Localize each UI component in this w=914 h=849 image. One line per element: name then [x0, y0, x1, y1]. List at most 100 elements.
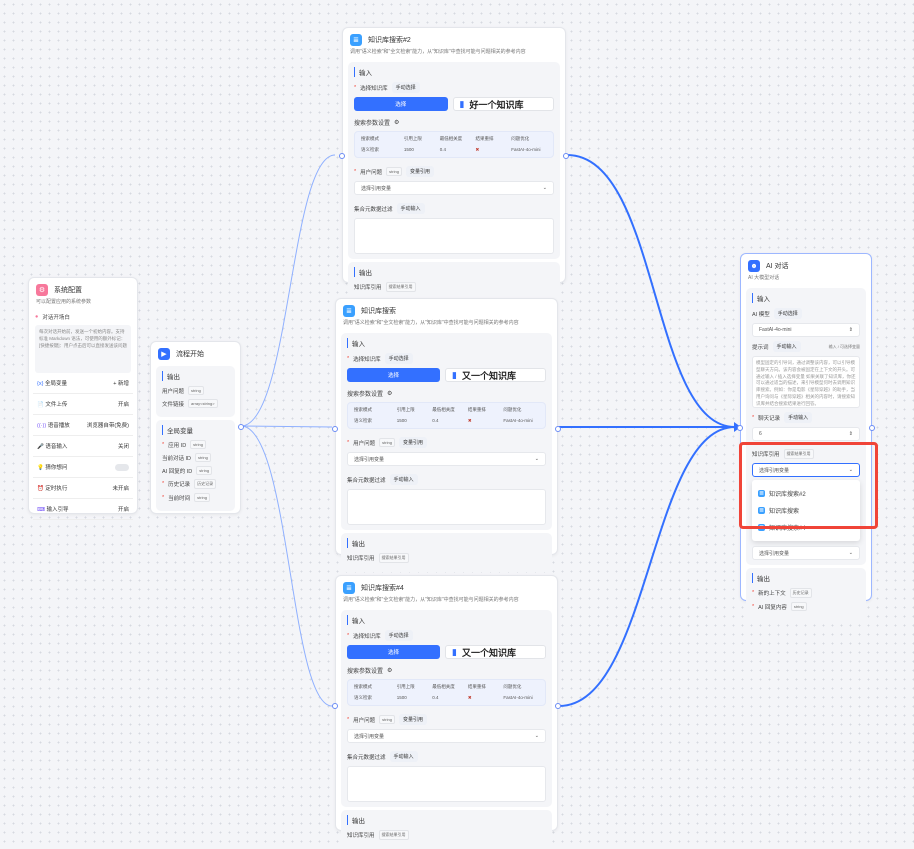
- type-tag: array<string>: [188, 399, 218, 408]
- select-kb-button[interactable]: 选择: [347, 645, 440, 659]
- setting-icon: 💡: [37, 465, 44, 471]
- type-tag: 搜索结果引用: [378, 553, 409, 563]
- stepper-icon[interactable]: ⇕: [848, 431, 853, 437]
- prompt-mode-select[interactable]: 手动输入: [772, 341, 801, 352]
- dropdown-option[interactable]: ≣ 知识库搜索: [752, 504, 860, 517]
- system-setting-row[interactable]: {x} 全局变量 + 新增: [33, 373, 133, 394]
- toggle-switch[interactable]: [115, 463, 129, 471]
- kb-ref-select-2[interactable]: 选择引用变量 ⌄: [752, 546, 860, 560]
- filter-textarea[interactable]: [347, 489, 546, 525]
- kb-item[interactable]: ▮ 又一个知识库: [445, 368, 546, 382]
- kb-search-node[interactable]: ≣ 知识库搜索 调用"语义检索"和"全文检索"能力，从"知识库"中查找可能与问题相…: [332, 298, 561, 572]
- output-handle[interactable]: [555, 703, 561, 709]
- prompt-textarea[interactable]: 模型固定的引导词，通过调整该内容，可以引导模型聊天方向。该内容会被固定在上下文的…: [752, 356, 860, 408]
- setting-value: + 新增: [113, 381, 129, 387]
- kb-ref-select[interactable]: 选择引用变量 ⌄: [752, 463, 860, 477]
- kb-icon: ▮: [452, 369, 457, 380]
- kb-item[interactable]: ▮ 又一个知识库: [445, 645, 546, 659]
- output-handle[interactable]: [563, 153, 569, 159]
- history-input[interactable]: 6 ⇕: [752, 427, 860, 441]
- section-output: 输出: [752, 573, 860, 583]
- field-row: * 当前时间 string: [162, 493, 229, 502]
- section-input: 输入: [347, 615, 546, 625]
- setting-label: 语音输入: [45, 444, 68, 450]
- history-mode-select[interactable]: 手动输入: [784, 412, 813, 423]
- param-header: 最低相关度: [432, 407, 455, 412]
- model-mode-select[interactable]: 手动选择: [773, 308, 802, 319]
- kb-mode-select[interactable]: 手动选择: [384, 353, 413, 364]
- type-tag: string: [194, 493, 210, 502]
- input-handle[interactable]: [332, 703, 338, 709]
- kb-item[interactable]: ▮ 好一个知识库: [452, 97, 554, 111]
- param-value: 0.4: [439, 147, 446, 152]
- kb-ref-label: 知识库引用: [347, 556, 375, 562]
- param-header: 引用上限: [396, 684, 415, 689]
- model-select[interactable]: FastAI-4o-mini ⇕: [752, 323, 860, 337]
- params-table[interactable]: 搜索模式 引用上限 最低相关度 结果重排 问题优化 语义检索 1500 0.4 ✖ FastAI-…: [347, 679, 546, 706]
- field-label: 新的上下文: [758, 591, 786, 597]
- settings-icon[interactable]: ⚙: [394, 120, 400, 126]
- param-header: 问题优化: [511, 136, 530, 141]
- filter-mode-select[interactable]: 手动输入: [389, 751, 418, 762]
- var-ref-select[interactable]: 变量引用: [398, 437, 427, 448]
- user-question-select[interactable]: 选择引用变量 ⌄: [347, 729, 546, 743]
- field-label: 当前对话 ID: [162, 455, 192, 462]
- system-setting-row[interactable]: 🎤 语音输入 关闭: [33, 436, 133, 457]
- params-title: 搜索参数设置: [347, 669, 384, 675]
- input-handle[interactable]: [339, 153, 345, 159]
- params-table[interactable]: 搜索模式 引用上限 最低相关度 结果重排 问题优化 语义检索 1500 0.4 ✖ FastAI-…: [354, 131, 554, 158]
- system-setting-row[interactable]: 💡 猜你想问: [33, 457, 133, 478]
- kb-mode-select[interactable]: 手动选择: [391, 82, 420, 93]
- kb-name: 好一个知识库: [469, 99, 524, 110]
- input-handle[interactable]: [332, 426, 338, 432]
- params-title: 搜索参数设置: [354, 121, 391, 127]
- database-icon: ≣: [350, 34, 362, 46]
- params-table[interactable]: 搜索模式 引用上限 最低相关度 结果重排 问题优化 语义检索 1500 0.4 ✖ FastAI-…: [347, 402, 546, 429]
- placeholder: 选择引用变量: [354, 456, 385, 463]
- user-question-select[interactable]: 选择引用变量 ⌄: [354, 181, 554, 195]
- field-row: * 应用 ID string: [162, 440, 229, 449]
- settings-icon[interactable]: ⚙: [387, 391, 393, 397]
- param-header: 结果重排: [467, 407, 486, 412]
- var-ref-select[interactable]: 变量引用: [405, 166, 434, 177]
- chevron-down-icon: ⌄: [534, 456, 539, 462]
- output-handle[interactable]: [238, 424, 244, 430]
- param-header: 问题优化: [503, 407, 522, 412]
- setting-label: 全局变量: [44, 381, 67, 387]
- param-value: ✖: [467, 418, 472, 423]
- filter-textarea[interactable]: [354, 218, 554, 254]
- system-setting-row[interactable]: 📄 文件上传 开启: [33, 394, 133, 415]
- user-question-select[interactable]: 选择引用变量 ⌄: [347, 452, 546, 466]
- system-setting-row[interactable]: ⌨ 输入引导 开启: [33, 499, 133, 520]
- kb-ref-label: 知识库引用: [752, 452, 780, 458]
- system-setting-row[interactable]: ((·)) 语音播放 浏览器自带(免费): [33, 415, 133, 436]
- filter-textarea[interactable]: [347, 766, 546, 802]
- settings-icon[interactable]: ⚙: [387, 668, 393, 674]
- filter-mode-select[interactable]: 手动输入: [396, 203, 425, 214]
- filter-mode-select[interactable]: 手动输入: [389, 474, 418, 485]
- section-input: 输入: [752, 293, 860, 303]
- kb-mode-select[interactable]: 手动选择: [384, 630, 413, 641]
- type-tag: string: [196, 466, 213, 475]
- param-header: 最低相关度: [432, 684, 455, 689]
- node-title: 知识库搜索: [361, 308, 396, 315]
- select-kb-button[interactable]: 选择: [347, 368, 440, 382]
- type-tag: string: [188, 386, 204, 395]
- param-value: ✖: [475, 147, 480, 152]
- select-kb-button[interactable]: 选择: [354, 97, 448, 111]
- flow-start-node[interactable]: ▶ 流程开始 输出 用户问题 string 文件链接 array<string> 全局变量…: [150, 341, 244, 514]
- opener-textarea[interactable]: 每次对话开始前，发送一个初始内容。支持标准 Markdown 语法，可使用的额外…: [35, 325, 131, 373]
- system-setting-row[interactable]: ⏰ 定时执行 未开启: [33, 478, 133, 499]
- system-config-node[interactable]: ⚙ 系统配置 可以配置应用的系统参数 ● 对话开场白 每次对话开始前，发送一个初始内…: [28, 277, 138, 520]
- dropdown-option[interactable]: ≣ 知识库搜索#2: [752, 487, 860, 500]
- var-ref-select[interactable]: 变量引用: [398, 714, 427, 725]
- kb-search-node[interactable]: ≣ 知识库搜索#2 调用"语义检索"和"全文检索"能力，从"知识库"中查找可能与问…: [339, 27, 569, 301]
- field-row: 用户问题 string: [162, 386, 229, 395]
- ai-chat-node[interactable]: ☻ AI 对话 AI 大模型对话 输入 AI 模型 手动选择 FastAI-4o-m…: [737, 253, 875, 620]
- output-handle[interactable]: [869, 425, 875, 431]
- output-handle[interactable]: [555, 426, 561, 432]
- kb-search-node[interactable]: ≣ 知识库搜索#4 调用"语义检索"和"全文检索"能力，从"知识库"中查找可能与问…: [332, 575, 561, 849]
- field-label: 文件链接: [162, 401, 185, 408]
- history-value: 6: [759, 431, 762, 437]
- input-handle[interactable]: [737, 425, 743, 431]
